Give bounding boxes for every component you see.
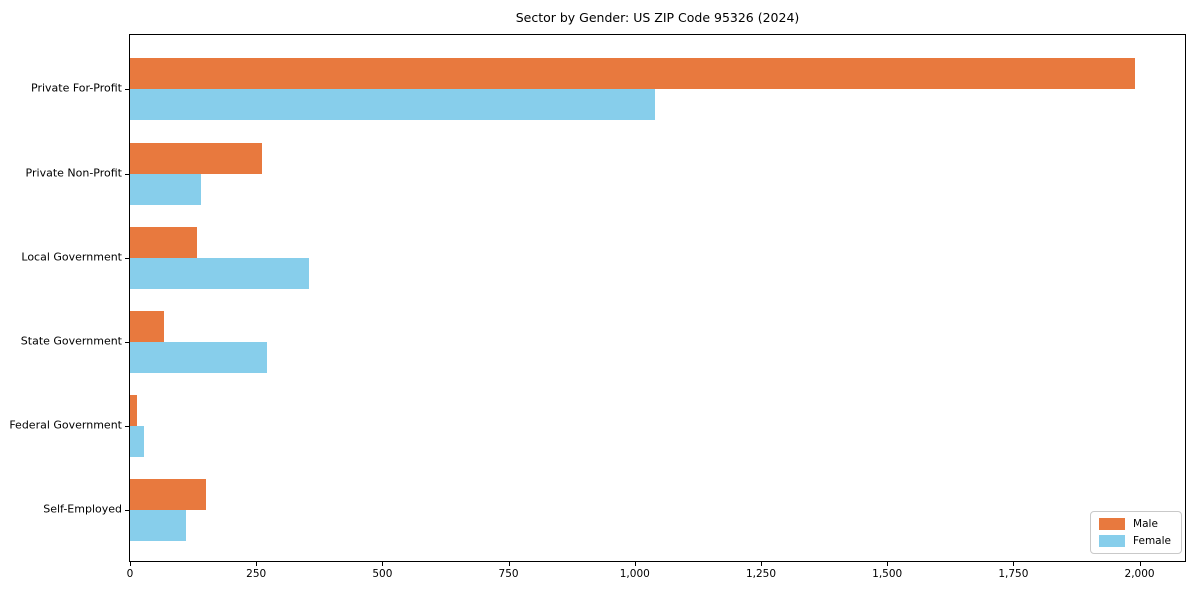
legend: Male Female xyxy=(1090,511,1182,554)
xtick-label-1,500: 1,500 xyxy=(872,568,903,580)
xtick-label-750: 750 xyxy=(498,568,519,580)
xtick-mark-750 xyxy=(508,562,510,566)
xtick-label-250: 250 xyxy=(246,568,267,580)
ytick-mark-federal-government xyxy=(125,426,129,428)
legend-item-male: Male xyxy=(1099,518,1171,530)
bar-male-local-government xyxy=(130,226,197,258)
xtick-mark-1,750 xyxy=(1013,562,1015,566)
xtick-mark-1,000 xyxy=(634,562,636,566)
xtick-mark-2,000 xyxy=(1139,562,1141,566)
bar-female-self-employed xyxy=(130,510,187,542)
xtick-label-1,000: 1,000 xyxy=(619,568,650,580)
legend-swatch-male xyxy=(1099,518,1126,530)
legend-label-male: Male xyxy=(1133,518,1158,530)
ytick-label-self-employed: Self-Employed xyxy=(43,502,122,516)
bar-female-local-government xyxy=(130,257,310,289)
bar-male-state-government xyxy=(130,310,165,342)
ytick-label-private-non-profit: Private Non-Profit xyxy=(25,166,122,179)
ytick-mark-private-non-profit xyxy=(125,173,129,175)
xtick-mark-250 xyxy=(256,562,258,566)
ytick-label-private-for-profit: Private For-Profit xyxy=(31,81,122,95)
ytick-mark-self-employed xyxy=(125,510,129,512)
bar-female-private-for-profit xyxy=(130,89,655,121)
xtick-mark-0 xyxy=(130,562,131,566)
bar-male-self-employed xyxy=(130,479,206,511)
bar-female-state-government xyxy=(130,341,268,373)
xtick-label-1,250: 1,250 xyxy=(745,568,776,580)
ytick-label-federal-government: Federal Government xyxy=(9,418,122,432)
xtick-label-1,750: 1,750 xyxy=(998,568,1029,580)
ytick-mark-private-for-profit xyxy=(125,89,129,91)
xtick-label-500: 500 xyxy=(372,568,393,580)
bar-male-private-for-profit xyxy=(130,58,1135,90)
ytick-mark-state-government xyxy=(125,341,129,343)
xtick-label-2,000: 2,000 xyxy=(1124,568,1155,580)
legend-swatch-female xyxy=(1099,535,1126,547)
bar-female-private-non-profit xyxy=(130,173,201,205)
plot-area: Male Female xyxy=(125,34,1186,562)
xtick-mark-1,250 xyxy=(760,562,762,566)
bar-male-private-non-profit xyxy=(130,142,263,174)
legend-item-female: Female xyxy=(1099,535,1171,547)
legend-label-female: Female xyxy=(1133,535,1171,547)
ytick-mark-local-government xyxy=(125,257,129,259)
xtick-mark-1,500 xyxy=(887,562,889,566)
xtick-mark-500 xyxy=(382,562,384,566)
xtick-label-0: 0 xyxy=(126,568,134,580)
ytick-label-local-government: Local Government xyxy=(21,250,122,264)
bar-female-federal-government xyxy=(130,426,145,458)
ytick-label-state-government: State Government xyxy=(20,334,122,348)
bar-male-federal-government xyxy=(130,395,138,427)
chart-title: Sector by Gender: US ZIP Code 95326 (202… xyxy=(515,10,800,25)
